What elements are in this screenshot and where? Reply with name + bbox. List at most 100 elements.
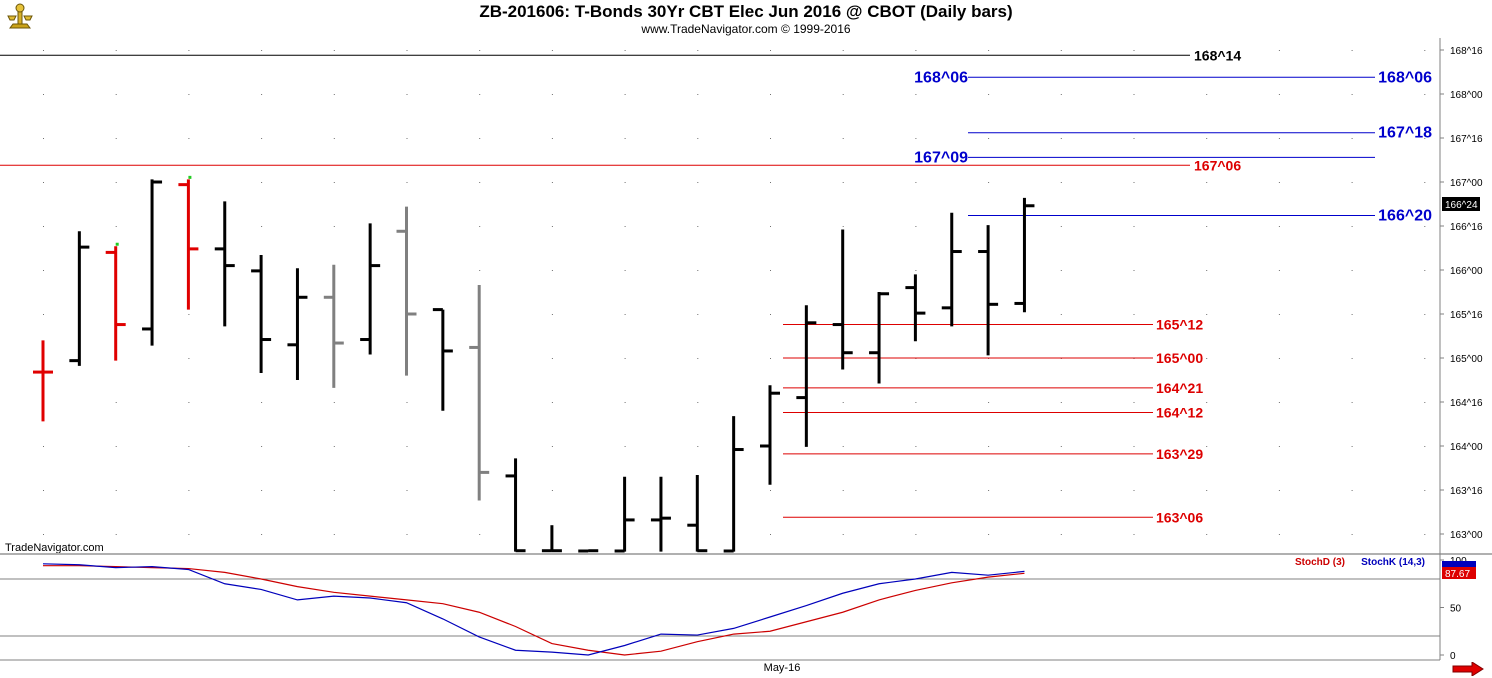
grid-dot [1133,402,1135,403]
watermark: TradeNavigator.com [5,542,104,554]
grid-dot [1206,50,1208,51]
grid-dot [915,182,917,183]
ohlc-bar [323,264,344,388]
grid-dot [915,490,917,491]
grid-dot [551,358,553,359]
chart-header: ZB-201606: T-Bonds 30Yr CBT Elec Jun 201… [0,0,1492,38]
level-label: 168^06 [914,69,968,86]
grid-dot [43,270,44,271]
grid-dot [261,490,263,491]
grid-dot [1424,314,1426,315]
grid-dot [1206,314,1208,315]
grid-dot [1424,182,1426,183]
grid-dot [1351,534,1353,535]
grid-dot [43,50,44,51]
grid-dot [1278,358,1280,359]
grid-dot [624,226,626,227]
grid-dot [1133,446,1135,447]
grid-dot [188,50,190,51]
price-tick-label: 163^16 [1450,486,1483,497]
price-tick-label: 167^00 [1450,178,1483,189]
grid-dot [915,534,917,535]
grid-dot [43,314,44,315]
ohlc-bar [1014,197,1035,313]
grid-dot [1206,402,1208,403]
grid-dot [1424,402,1426,403]
grid-dot [1206,534,1208,535]
grid-dot [1060,314,1062,315]
grid-dot [1133,94,1135,95]
ohlc-bar [432,308,453,411]
grid-dot [261,534,263,535]
grid-dot [1060,182,1062,183]
grid-dot [1060,270,1062,271]
ohlc-bar [541,525,562,553]
grid-dot [624,94,626,95]
grid-dot [842,226,844,227]
stoch-last-value: 87.67 [1445,569,1470,580]
grid-dot [1424,138,1426,139]
grid-dot [1424,534,1426,535]
ohlc-bar [978,225,999,356]
grid-dot [1206,358,1208,359]
grid-dot [479,138,481,139]
grid-dot [261,226,263,227]
grid-dot [1424,50,1426,51]
grid-dot [333,138,335,139]
grid-dot [1424,446,1426,447]
chart-title: ZB-201606: T-Bonds 30Yr CBT Elec Jun 201… [479,2,1013,21]
grid-dot [115,182,117,183]
ohlc-bar [105,242,126,361]
ohlc-bar [760,385,780,485]
grid-dot [1424,226,1426,227]
grid-dot [770,138,771,139]
grid-dot [697,94,699,95]
grid-dot [261,138,263,139]
grid-dot [1278,50,1280,51]
stoch-tick-label: 0 [1450,651,1456,662]
price-tick-label: 168^16 [1450,46,1483,57]
grid-dot [915,270,917,271]
grid-dot [1060,534,1062,535]
level-label: 165^00 [1156,350,1203,366]
grid-dot [1060,50,1062,51]
grid-dot [1351,94,1353,95]
grid-dot [261,94,263,95]
grid-dot [551,50,553,51]
grid-dot [697,446,699,447]
grid-dot [915,226,917,227]
grid-dot [1133,314,1135,315]
ohlc-bar [396,206,417,376]
grid-dot [115,402,117,403]
grid-dot [188,490,190,491]
grid-dot [551,314,553,315]
grid-dot [1133,534,1135,535]
grid-dot [770,358,771,359]
grid-dot [988,182,990,183]
grid-dot [770,50,771,51]
grid-dot [551,270,553,271]
grid-dot [697,270,699,271]
grid-dot [1424,270,1426,271]
grid-dot [697,50,699,51]
grid-dot [333,534,335,535]
level-label: 163^29 [1156,446,1203,462]
trade-navigator-logo-icon [4,2,36,34]
grid-dot [188,314,190,315]
grid-dot [770,314,771,315]
grid-dot [1060,138,1062,139]
grid-dot [1206,446,1208,447]
ohlc-bar [251,255,272,373]
ohlc-bar [469,284,490,501]
grid-dot [333,446,335,447]
scroll-right-arrow-icon[interactable] [1452,662,1484,676]
grid-dot [261,50,263,51]
grid-dot [479,534,481,535]
grid-dot [551,182,553,183]
grid-dot [988,138,990,139]
grid-dot [624,358,626,359]
level-label: 168^06 [1378,69,1432,86]
grid-dot [406,402,408,403]
grid-dot [43,534,44,535]
